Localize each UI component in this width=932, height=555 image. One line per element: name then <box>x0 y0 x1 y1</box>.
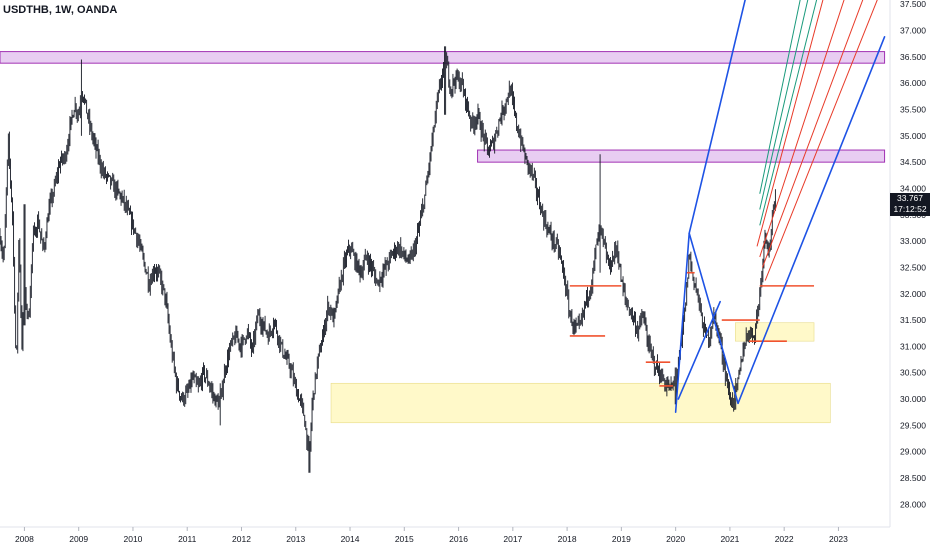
last-price-value: 33.767 <box>897 192 923 203</box>
y-tick-label-10: 32.500 <box>900 262 926 272</box>
x-tick-label-14: 2022 <box>775 534 794 544</box>
y-tick-label-9: 33.000 <box>900 236 926 246</box>
x-tick-label-6: 2014 <box>341 534 360 544</box>
y-tick-label-7: 34.000 <box>900 183 926 193</box>
x-tick-label-9: 2017 <box>503 534 522 544</box>
time-axis[interactable]: 2008 2009 2010 2011 2012 2013 2014 2015 2016 2017… <box>15 527 848 544</box>
x-tick-label-3: 2011 <box>178 534 197 544</box>
fib-line-6 <box>759 0 801 194</box>
y-tick-label-19: 28.000 <box>900 499 926 509</box>
fib-line-4 <box>759 0 818 226</box>
y-tick-label-15: 30.000 <box>900 394 926 404</box>
y-tick-label-17: 29.000 <box>900 447 926 457</box>
symbol-title[interactable]: USDTHB, 1W, OANDA <box>3 4 118 16</box>
y-tick-label-1: 37.000 <box>900 26 926 36</box>
y-tick-label-11: 32.000 <box>900 289 926 299</box>
x-tick-label-1: 2009 <box>69 534 88 544</box>
x-tick-label-12: 2020 <box>666 534 685 544</box>
y-tick-label-13: 31.000 <box>900 341 926 351</box>
y-tick-label-6: 34.500 <box>900 157 926 167</box>
channel-line-4 <box>677 300 721 400</box>
x-tick-label-2: 2010 <box>123 534 142 544</box>
zones-layer <box>0 51 886 424</box>
y-tick-label-16: 29.500 <box>900 420 926 430</box>
y-tick-label-4: 35.500 <box>900 105 926 115</box>
channel-line-2 <box>688 0 746 235</box>
drawings-layer <box>569 0 886 414</box>
y-tick-label-0: 37.500 <box>900 0 926 9</box>
x-tick-label-10: 2018 <box>558 534 577 544</box>
bar-countdown: 17:12:52 <box>893 203 927 214</box>
x-tick-label-4: 2012 <box>232 534 251 544</box>
support-zone-2 <box>330 382 831 424</box>
fib-line-5 <box>759 0 809 210</box>
price-axis[interactable]: 37.500 37.000 36.500 36.000 35.500 35.000 34.5… <box>900 0 926 509</box>
fib-line-3 <box>756 0 824 247</box>
x-tick-label-5: 2013 <box>286 534 305 544</box>
y-tick-label-12: 31.500 <box>900 315 926 325</box>
y-tick-label-5: 35.000 <box>900 131 926 141</box>
x-tick-label-0: 2008 <box>15 534 34 544</box>
last-price-badge: 33.767 17:12:52 <box>890 192 930 216</box>
x-tick-label-8: 2016 <box>449 534 468 544</box>
channel-line-3 <box>737 36 886 405</box>
y-tick-label-2: 36.500 <box>900 52 926 62</box>
fib-line-2 <box>759 0 845 258</box>
fib-line-1 <box>762 0 864 268</box>
x-tick-label-7: 2015 <box>395 534 414 544</box>
channel-line-0 <box>674 232 691 414</box>
y-tick-label-14: 30.500 <box>900 368 926 378</box>
resistance-zone-0 <box>0 51 886 64</box>
y-tick-label-3: 36.000 <box>900 78 926 88</box>
fib-line-0 <box>764 0 878 281</box>
x-tick-label-13: 2021 <box>720 534 739 544</box>
x-tick-label-15: 2023 <box>829 534 848 544</box>
x-tick-label-11: 2019 <box>612 534 631 544</box>
y-tick-label-18: 28.500 <box>900 473 926 483</box>
resistance-zone-1 <box>477 149 886 163</box>
